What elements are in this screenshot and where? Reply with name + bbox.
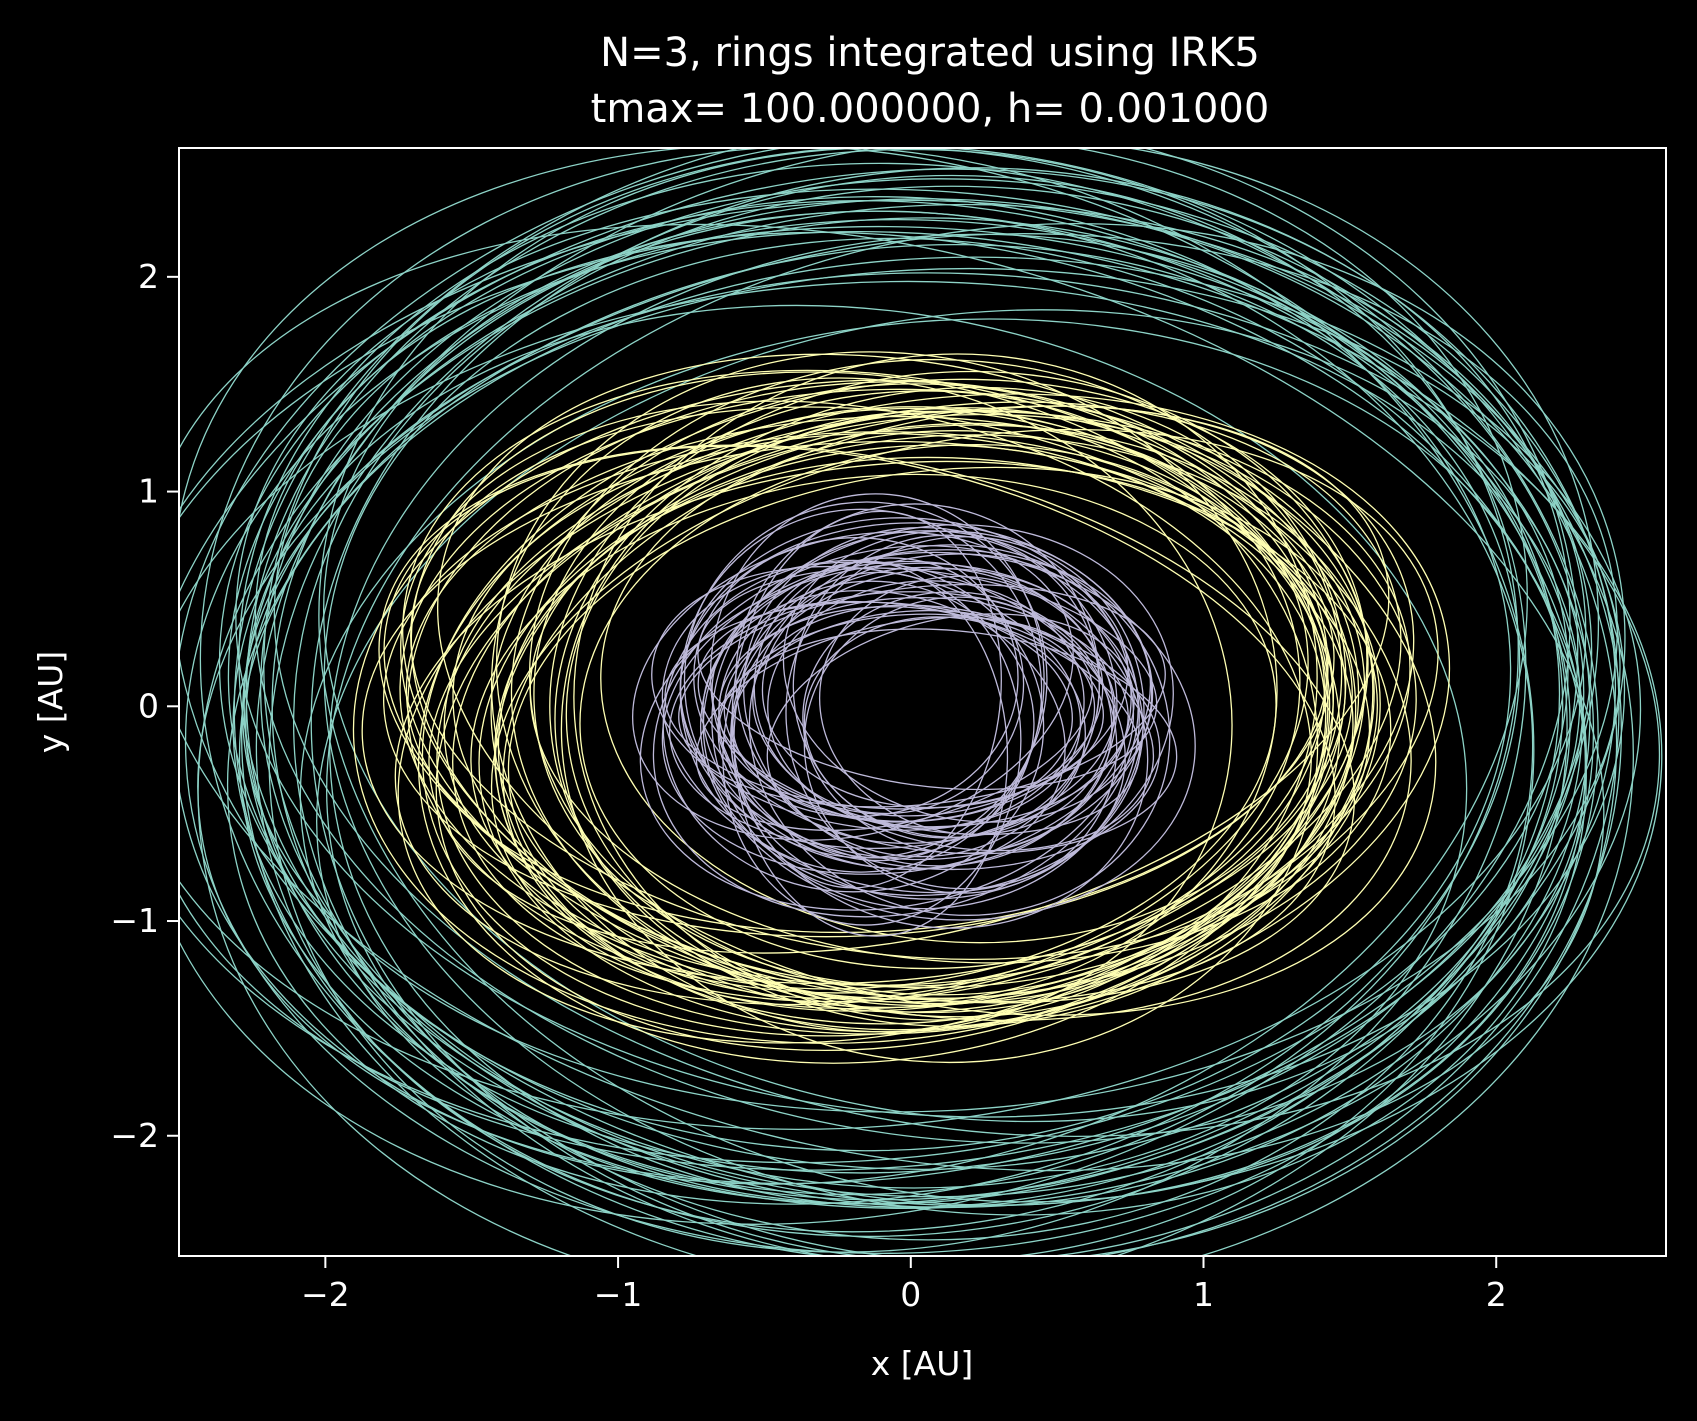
orbit-trace <box>179 223 1605 1172</box>
y-tick-label: −2 <box>110 1116 159 1155</box>
orbit-trace <box>652 545 1139 918</box>
orbit-trace <box>323 210 1583 1123</box>
orbit-trace <box>407 381 1329 994</box>
orbit-trace <box>383 445 1336 1003</box>
orbit-trace <box>399 388 1417 1000</box>
y-tick-label: −1 <box>110 901 159 940</box>
orbit-trace <box>428 405 1390 954</box>
orbit-trace <box>179 225 1569 1164</box>
orbit-trace <box>651 565 1082 831</box>
orbit-trace <box>179 168 1571 1225</box>
orbit-trace <box>494 422 1309 1000</box>
x-tick-label: −1 <box>594 1275 643 1314</box>
orbit-trace <box>711 530 1140 910</box>
x-tick-label: −2 <box>301 1275 350 1314</box>
orbit-trace <box>292 185 1623 1256</box>
orbit-trace <box>730 568 1144 900</box>
orbit-trace <box>792 534 1100 839</box>
y-tick-label: 2 <box>138 257 159 296</box>
plot-area <box>179 148 1666 1256</box>
orbit-series-1 <box>179 148 1663 1256</box>
orbit-trace <box>668 591 1116 850</box>
x-tick-label: 0 <box>900 1275 921 1314</box>
orbit-trace <box>316 309 1585 1205</box>
orbit-trace <box>579 444 1326 970</box>
orbit-series-2 <box>352 351 1451 1064</box>
orbit-series-3 <box>632 493 1196 937</box>
orbit-trace <box>218 200 1564 1170</box>
orbit-trace <box>179 148 1528 1185</box>
orbit-trace <box>478 434 1381 1033</box>
orbit-trace <box>761 553 1129 809</box>
orbit-trace <box>352 379 1360 1044</box>
orbit-trace <box>259 178 1617 1198</box>
y-axis-ticks: −2 −1 0 1 2 <box>110 257 179 1155</box>
orbit-trace <box>197 233 1618 1185</box>
orbit-trace <box>436 393 1451 1035</box>
y-tick-label: 1 <box>138 472 159 511</box>
orbit-trace <box>233 148 1579 1237</box>
chart-title-line2: tmax= 100.000000, h= 0.001000 <box>591 86 1270 132</box>
orbit-trace <box>490 377 1233 1033</box>
orbit-trace <box>732 609 1096 823</box>
orbit-series-group <box>179 148 1663 1256</box>
orbit-trace <box>697 567 1158 791</box>
orbit-trace <box>767 580 1085 829</box>
orbit-trace <box>533 390 1301 987</box>
orbit-trace <box>702 524 1174 897</box>
x-tick-label: 2 <box>1486 1275 1507 1314</box>
orbit-trace <box>678 583 1166 808</box>
orbit-trace <box>731 510 1002 889</box>
orbit-trace <box>529 456 1392 964</box>
orbit-trace <box>437 353 1437 1016</box>
orbit-trace <box>273 231 1661 1137</box>
orbit-trace <box>238 256 1642 1209</box>
x-axis-label: x [AU] <box>871 1344 974 1383</box>
orbit-trace <box>254 231 1588 1144</box>
orbit-trace <box>490 406 1329 1013</box>
orbit-trace <box>241 267 1621 1113</box>
orbit-trace <box>803 616 1086 838</box>
orbit-trace <box>679 522 1153 861</box>
orbit-trace <box>179 280 1581 1171</box>
orbit-trace <box>255 148 1599 1233</box>
x-axis-ticks: −2 −1 0 1 2 <box>301 1256 1507 1314</box>
orbit-trace <box>421 378 1368 1037</box>
orbit-trace <box>400 400 1312 1005</box>
orbit-trace <box>263 148 1618 1256</box>
y-axis-label: y [AU] <box>31 651 70 754</box>
x-tick-label: 1 <box>1193 1275 1214 1314</box>
orbit-trace <box>699 551 1196 921</box>
orbit-trace <box>326 223 1626 1205</box>
orbit-trace <box>711 560 1104 817</box>
orbit-trace <box>241 198 1634 1256</box>
orbit-trace <box>664 601 1104 810</box>
plot-frame <box>178 147 1667 1257</box>
orbit-trace <box>394 460 1346 1006</box>
orbit-trace <box>802 591 1113 854</box>
orbit-trace <box>490 428 1439 1010</box>
orbit-trace <box>299 318 1571 1201</box>
orbit-trace <box>323 237 1587 1216</box>
y-tick-label: 0 <box>138 686 159 725</box>
orbit-trace <box>271 210 1534 1241</box>
orbit-trace <box>184 218 1595 1255</box>
orbit-trace <box>179 199 1587 1130</box>
orbit-trace <box>470 473 1277 990</box>
orbit-trace <box>197 217 1568 1256</box>
chart-title-line1: N=3, rings integrated using IRK5 <box>600 30 1260 76</box>
orbit-trace <box>318 148 1599 1203</box>
orbit-trace <box>227 196 1512 1152</box>
orbit-trace <box>245 148 1519 1196</box>
